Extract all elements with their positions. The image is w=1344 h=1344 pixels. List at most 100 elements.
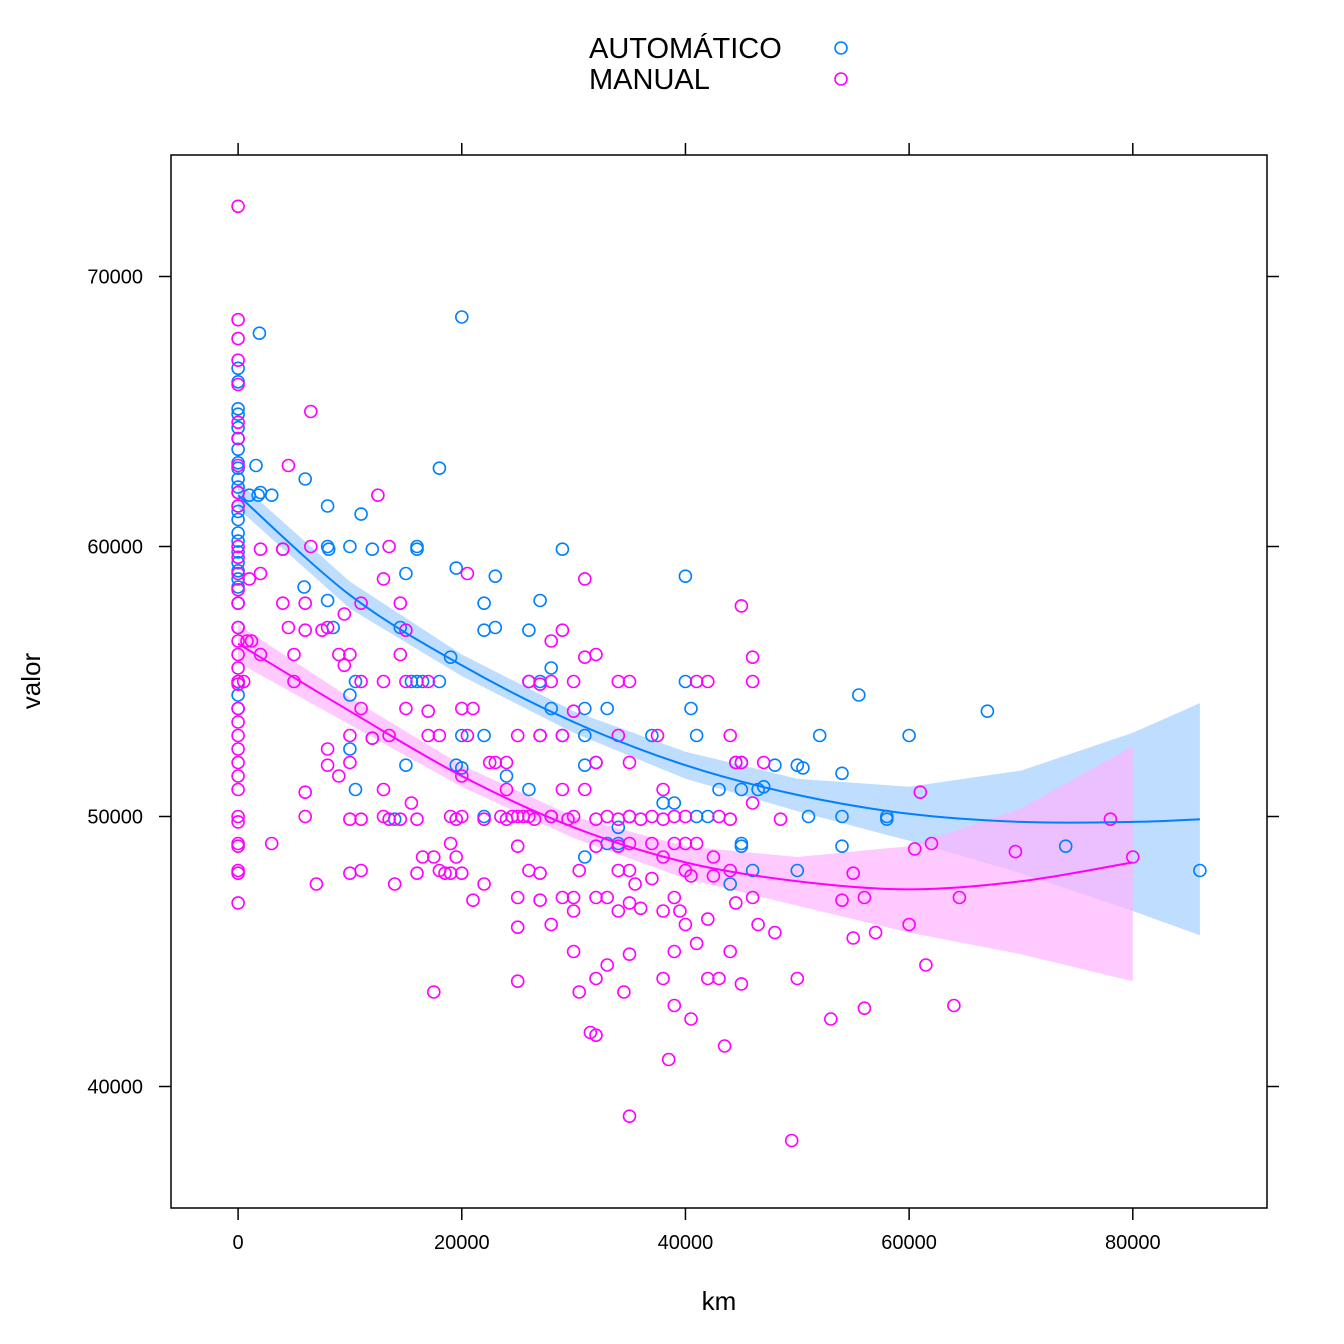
data-point-manual — [622, 755, 637, 770]
data-point-manual — [231, 353, 245, 368]
data-point-manual — [231, 634, 245, 648]
data-point-automatico — [902, 728, 916, 743]
data-point-manual — [919, 958, 933, 972]
data-point-automatico — [231, 442, 245, 457]
plot-frame — [170, 154, 1268, 1209]
data-point-manual — [913, 785, 928, 800]
data-point-manual — [231, 458, 245, 473]
axes: 0 20000 40000 60000 80000 40000 50000 60000 7000… — [87, 143, 1279, 1254]
data-point-manual — [499, 755, 514, 770]
data-point-manual — [404, 796, 419, 810]
confidence-band-manual — [238, 624, 1133, 982]
data-point-automatico — [231, 555, 245, 570]
data-point-automatico — [454, 761, 469, 775]
data-point-manual — [555, 728, 570, 743]
fit-lines — [237, 494, 1200, 891]
data-point-automatico — [231, 480, 245, 494]
data-point-automatico — [249, 458, 263, 473]
data-point-manual — [343, 728, 357, 743]
data-point-manual — [572, 985, 587, 999]
data-point-manual — [343, 755, 357, 770]
data-point-automatico — [801, 809, 816, 824]
data-point-manual — [337, 607, 352, 621]
data-point-manual — [734, 977, 749, 991]
data-point-manual — [231, 566, 245, 581]
legend-marker — [834, 41, 848, 55]
data-point-automatico — [689, 728, 704, 743]
data-point-automatico — [812, 728, 827, 743]
data-point-manual — [387, 877, 402, 891]
data-point-manual — [510, 839, 525, 854]
data-point-manual — [281, 620, 296, 635]
data-point-manual — [617, 985, 631, 999]
data-point-manual — [667, 890, 682, 905]
data-point-automatico — [499, 769, 514, 783]
data-point-automatico — [343, 742, 357, 756]
data-point-automatico — [348, 782, 363, 797]
data-point-manual — [510, 728, 525, 743]
data-point-manual — [667, 998, 682, 1013]
data-point-manual — [477, 877, 491, 891]
data-point-manual — [415, 850, 430, 864]
data-point-manual — [1103, 812, 1118, 827]
data-point-manual — [566, 944, 581, 959]
x-tick-label: 60000 — [881, 1232, 937, 1254]
data-point-automatico — [1193, 863, 1207, 878]
data-point-manual — [902, 917, 916, 932]
data-point-manual — [354, 674, 368, 689]
data-point-manual — [354, 596, 368, 611]
data-point-manual — [410, 812, 424, 827]
data-point-manual — [700, 674, 715, 689]
data-point-automatico — [264, 488, 279, 503]
y-tick-label: 40000 — [87, 1077, 143, 1099]
data-point-manual — [231, 755, 245, 770]
data-point-manual — [331, 769, 346, 783]
data-point-manual — [275, 596, 290, 611]
data-point-manual — [510, 974, 525, 989]
data-point-manual — [700, 912, 715, 926]
data-point-manual — [678, 809, 693, 824]
data-point-automatico — [488, 620, 503, 635]
data-point-manual — [857, 890, 872, 905]
data-point-manual — [723, 944, 738, 959]
data-point-manual — [376, 782, 391, 797]
data-point-automatico — [879, 812, 894, 827]
data-point-manual — [846, 866, 861, 881]
data-point-manual — [589, 971, 603, 986]
data-point-manual — [449, 850, 464, 864]
data-point-manual — [572, 863, 587, 878]
data-point-manual — [544, 917, 559, 932]
data-point-manual — [734, 755, 749, 770]
data-point-manual — [426, 985, 441, 999]
data-point-automatico — [454, 728, 469, 743]
data-point-automatico — [723, 877, 738, 891]
data-point-manual — [773, 812, 788, 827]
data-point-manual — [589, 755, 603, 770]
data-point-automatico — [835, 839, 849, 854]
data-point-manual — [426, 850, 441, 864]
data-point-manual — [421, 704, 436, 719]
data-point-manual — [236, 674, 251, 689]
data-point-automatico — [734, 782, 749, 797]
data-point-automatico — [231, 534, 245, 548]
confidence-band-automatico — [238, 481, 1200, 936]
data-point-manual — [231, 377, 245, 392]
data-point-manual — [354, 701, 368, 716]
data-point-manual — [393, 812, 408, 827]
data-point-automatico — [745, 863, 760, 878]
data-point-automatico — [343, 539, 357, 554]
data-point-manual — [376, 674, 391, 689]
data-point-automatico — [231, 401, 245, 416]
data-point-automatico — [522, 782, 536, 797]
data-point-manual — [924, 836, 939, 851]
data-point-manual — [275, 542, 290, 557]
data-point-manual — [477, 812, 491, 827]
fit-line-automatico — [237, 494, 1200, 824]
data-point-manual — [231, 809, 245, 824]
data-point-automatico — [399, 566, 413, 581]
data-point-manual — [231, 647, 245, 662]
data-point-manual — [382, 539, 396, 554]
data-point-manual — [231, 582, 245, 597]
data-point-automatico — [443, 650, 458, 665]
data-point-manual — [231, 431, 245, 446]
